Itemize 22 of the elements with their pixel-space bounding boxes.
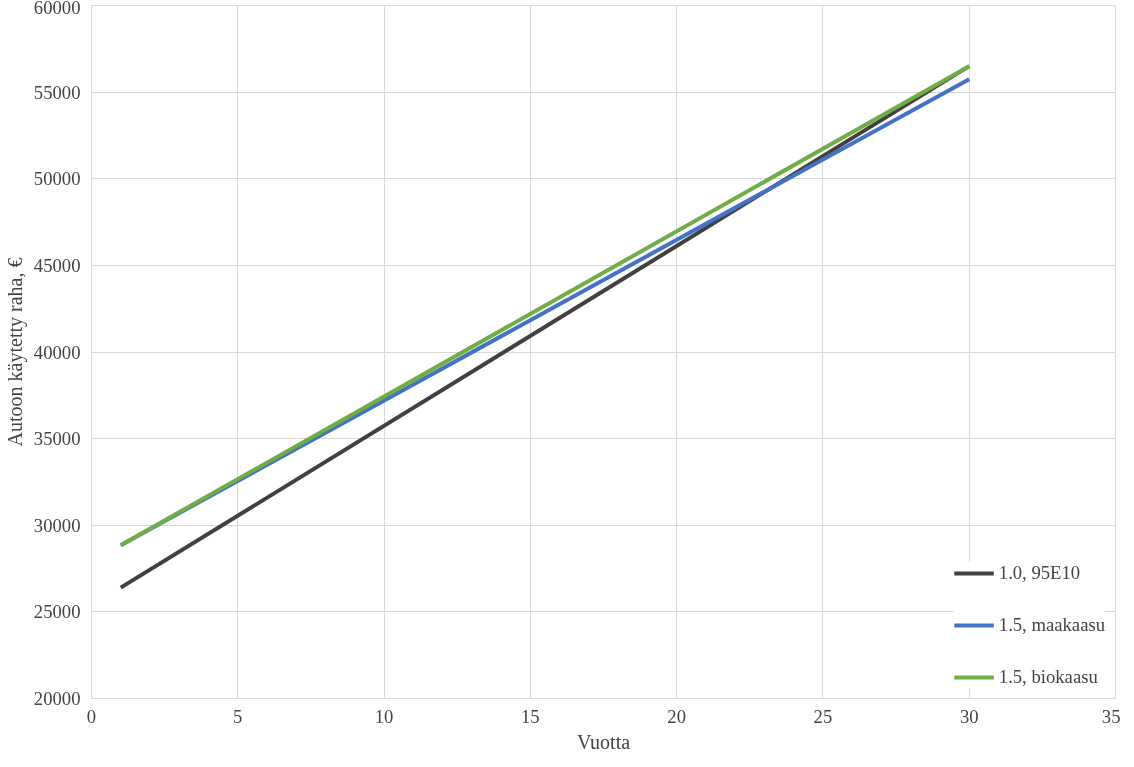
y-axis-title: Autoon käytetty raha, € — [3, 257, 27, 447]
x-tick-label: 30 — [959, 705, 979, 727]
x-tick-label: 10 — [374, 705, 394, 727]
x-tick-label: 20 — [667, 705, 686, 727]
y-tick-label: 35000 — [33, 428, 81, 450]
x-tick-label: 15 — [521, 705, 540, 727]
y-tick-label: 30000 — [33, 514, 81, 536]
x-tick-label: 0 — [86, 705, 97, 727]
y-tick-label: 40000 — [33, 341, 81, 363]
y-tick-label: 50000 — [33, 168, 81, 190]
y-tick-label: 60000 — [33, 0, 81, 18]
x-tick-label: 35 — [1101, 705, 1121, 727]
x-tick-label: 5 — [233, 705, 243, 727]
y-tick-label: 45000 — [33, 254, 81, 276]
x-axis-title: Vuotta — [576, 730, 631, 753]
x-tick-label: 25 — [813, 705, 833, 727]
legend-label: 1.5, biokaasu — [998, 666, 1098, 688]
y-tick-label: 55000 — [33, 81, 81, 103]
y-tick-label: 25000 — [33, 601, 81, 623]
legend-label: 1.0, 95E10 — [998, 562, 1081, 584]
legend-label: 1.5, maakaasu — [998, 614, 1105, 636]
y-tick-label: 20000 — [33, 688, 81, 709]
